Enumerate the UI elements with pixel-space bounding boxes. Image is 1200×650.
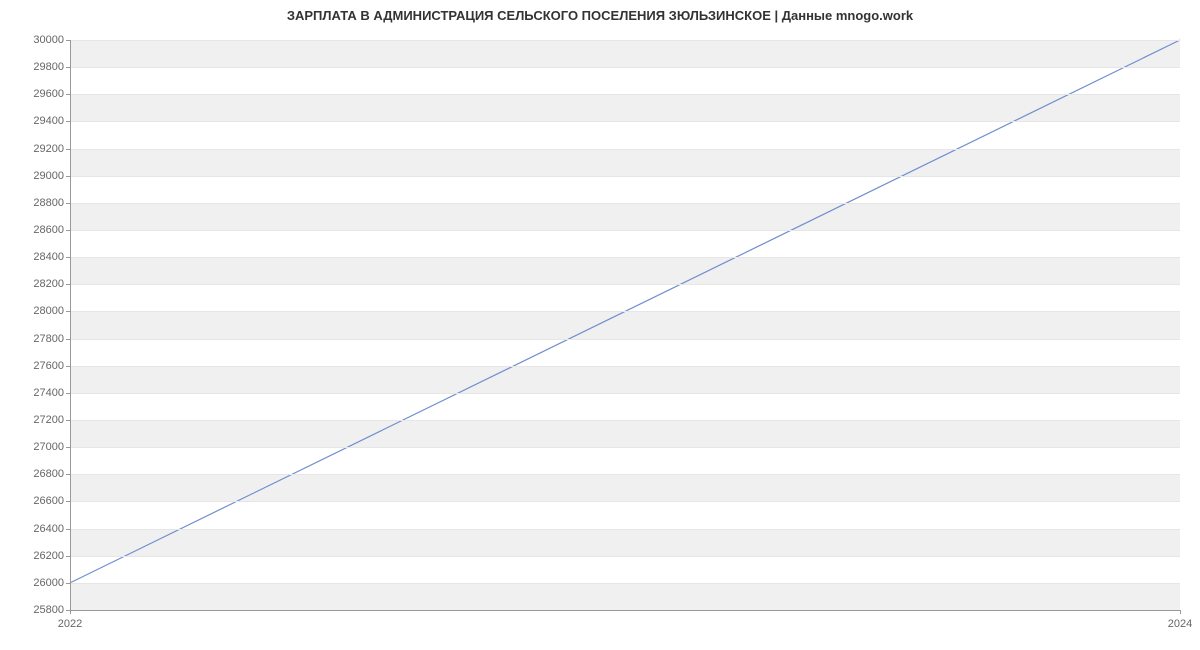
y-tick-label: 27000: [33, 441, 64, 453]
y-gridline: [70, 176, 1180, 177]
y-tick-label: 27800: [33, 333, 64, 345]
y-tick-label: 28000: [33, 305, 64, 317]
y-tick-label: 26800: [33, 468, 64, 480]
y-gridline: [70, 366, 1180, 367]
y-gridline: [70, 393, 1180, 394]
y-gridline: [70, 230, 1180, 231]
y-tick-label: 28800: [33, 197, 64, 209]
y-gridline: [70, 529, 1180, 530]
y-gridline: [70, 67, 1180, 68]
y-gridline: [70, 583, 1180, 584]
y-tick-label: 30000: [33, 34, 64, 46]
y-tick-label: 29400: [33, 115, 64, 127]
y-gridline: [70, 501, 1180, 502]
y-tick-label: 29600: [33, 88, 64, 100]
y-gridline: [70, 474, 1180, 475]
y-gridline: [70, 149, 1180, 150]
y-tick-label: 29000: [33, 170, 64, 182]
chart-title: ЗАРПЛАТА В АДМИНИСТРАЦИЯ СЕЛЬСКОГО ПОСЕЛ…: [0, 8, 1200, 23]
y-tick-label: 27200: [33, 414, 64, 426]
y-tick-label: 28200: [33, 278, 64, 290]
x-tick-label: 2022: [58, 618, 82, 630]
y-gridline: [70, 257, 1180, 258]
y-tick-label: 26000: [33, 577, 64, 589]
y-tick-label: 29800: [33, 61, 64, 73]
y-gridline: [70, 40, 1180, 41]
y-tick-label: 28400: [33, 251, 64, 263]
y-gridline: [70, 447, 1180, 448]
y-gridline: [70, 311, 1180, 312]
x-tick-mark: [1180, 610, 1181, 614]
y-gridline: [70, 284, 1180, 285]
y-gridline: [70, 94, 1180, 95]
y-tick-label: 26400: [33, 523, 64, 535]
y-gridline: [70, 556, 1180, 557]
y-tick-label: 29200: [33, 143, 64, 155]
chart-line-layer: [70, 40, 1180, 610]
plot-area: 2580026000262002640026600268002700027200…: [70, 40, 1180, 610]
y-tick-label: 27600: [33, 360, 64, 372]
y-axis-line: [70, 40, 71, 610]
y-tick-label: 26600: [33, 495, 64, 507]
y-gridline: [70, 121, 1180, 122]
x-axis-line: [70, 610, 1180, 611]
y-tick-label: 25800: [33, 604, 64, 616]
y-gridline: [70, 203, 1180, 204]
y-gridline: [70, 339, 1180, 340]
y-tick-label: 27400: [33, 387, 64, 399]
y-tick-label: 26200: [33, 550, 64, 562]
salary-line-chart: ЗАРПЛАТА В АДМИНИСТРАЦИЯ СЕЛЬСКОГО ПОСЕЛ…: [0, 0, 1200, 650]
y-tick-label: 28600: [33, 224, 64, 236]
y-gridline: [70, 420, 1180, 421]
x-tick-label: 2024: [1168, 618, 1192, 630]
